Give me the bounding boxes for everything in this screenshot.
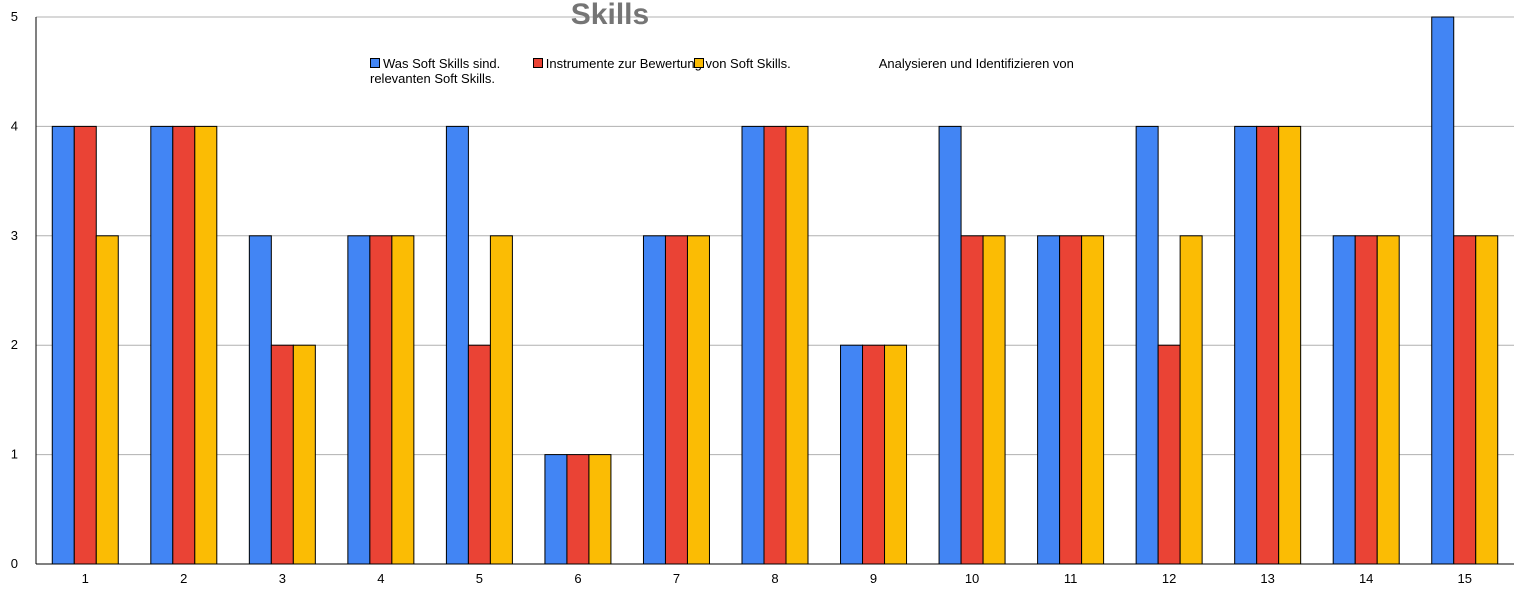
bar-series3-cat5 [489, 235, 513, 565]
legend-label-3: Analysieren und Identifizieren von relev… [370, 56, 1078, 86]
bar-series2-cat4 [369, 235, 393, 565]
bar-series2-cat1 [73, 125, 97, 565]
legend: Was Soft Skills sind. Instrumente zur Be… [370, 56, 1090, 86]
y-tick-label: 3 [11, 228, 18, 243]
bar-series3-cat4 [391, 235, 415, 565]
bar-series3-cat3 [292, 344, 316, 565]
legend-label-1: Was Soft Skills sind. [383, 56, 501, 71]
bar-series3-cat14 [1376, 235, 1400, 565]
legend-swatch-3 [693, 58, 704, 68]
bar-series1-cat7 [642, 235, 666, 565]
bar-series1-cat3 [248, 235, 272, 565]
bar-series3-cat9 [884, 344, 908, 565]
bar-series3-cat15 [1475, 235, 1499, 565]
bar-series1-cat10 [938, 125, 962, 565]
legend-label-2: Instrumente zur Bewertung von Soft Skill… [545, 56, 791, 71]
x-tick-label: 7 [673, 571, 680, 586]
bar-series3-cat13 [1278, 125, 1302, 565]
x-tick-label: 5 [476, 571, 483, 586]
bar-series1-cat12 [1135, 125, 1159, 565]
bar-series3-cat8 [785, 125, 809, 565]
x-tick-label: 13 [1260, 571, 1274, 586]
bar-series1-cat11 [1037, 235, 1061, 565]
legend-item-2: Instrumente zur Bewertung von Soft Skill… [532, 56, 791, 71]
bar-series2-cat10 [960, 235, 984, 565]
bar-series3-cat11 [1081, 235, 1105, 565]
bar-series2-cat3 [270, 344, 294, 565]
bar-series3-cat12 [1179, 235, 1203, 565]
x-tick-label: 2 [180, 571, 187, 586]
y-tick-label: 2 [11, 337, 18, 352]
bar-series2-cat6 [566, 454, 590, 565]
bar-series2-cat15 [1453, 235, 1477, 565]
x-tick-label: 4 [377, 571, 384, 586]
bar-series2-cat2 [172, 125, 196, 565]
bar-series1-cat14 [1332, 235, 1356, 565]
x-tick-label: 9 [870, 571, 877, 586]
bar-series2-cat8 [763, 125, 787, 565]
y-tick-label: 0 [11, 556, 18, 571]
y-tick-label: 5 [11, 9, 18, 24]
bar-series3-cat2 [194, 125, 218, 565]
x-tick-label: 1 [82, 571, 89, 586]
bar-series3-cat1 [95, 235, 119, 565]
bar-series1-cat9 [840, 344, 864, 565]
x-tick-label: 10 [965, 571, 979, 586]
bars [51, 16, 1499, 565]
x-tick-label: 15 [1457, 571, 1471, 586]
x-tick-label: 11 [1064, 571, 1078, 586]
legend-swatch-2 [532, 58, 543, 68]
bar-series1-cat8 [741, 125, 765, 565]
bar-series2-cat9 [862, 344, 886, 565]
bar-series1-cat2 [150, 125, 174, 565]
bar-series2-cat7 [664, 235, 688, 565]
bar-series3-cat6 [588, 454, 612, 565]
bar-series3-cat7 [686, 235, 710, 565]
bar-series2-cat13 [1256, 125, 1280, 565]
bar-series1-cat4 [347, 235, 371, 565]
x-tick-label: 6 [574, 571, 581, 586]
bar-series2-cat14 [1354, 235, 1378, 565]
bar-series2-cat12 [1157, 344, 1181, 565]
bar-series1-cat6 [544, 454, 568, 565]
legend-swatch-1 [370, 58, 380, 68]
y-tick-label: 4 [11, 118, 18, 133]
x-tick-label: 8 [771, 571, 778, 586]
bar-series2-cat5 [467, 344, 491, 565]
legend-item-3: Analysieren und Identifizieren von relev… [370, 56, 1078, 86]
legend-item-1: Was Soft Skills sind. [370, 56, 533, 71]
x-tick-label: 12 [1162, 571, 1176, 586]
bar-series3-cat10 [982, 235, 1006, 565]
bar-series1-cat5 [445, 125, 469, 565]
bar-series1-cat1 [51, 125, 75, 565]
bar-series1-cat15 [1431, 16, 1455, 565]
bar-series1-cat13 [1234, 125, 1258, 565]
x-tick-label: 3 [279, 571, 286, 586]
y-tick-label: 1 [11, 447, 18, 462]
bar-series2-cat11 [1059, 235, 1083, 565]
x-tick-label: 14 [1359, 571, 1373, 586]
chart-title: Skills [571, 0, 649, 31]
